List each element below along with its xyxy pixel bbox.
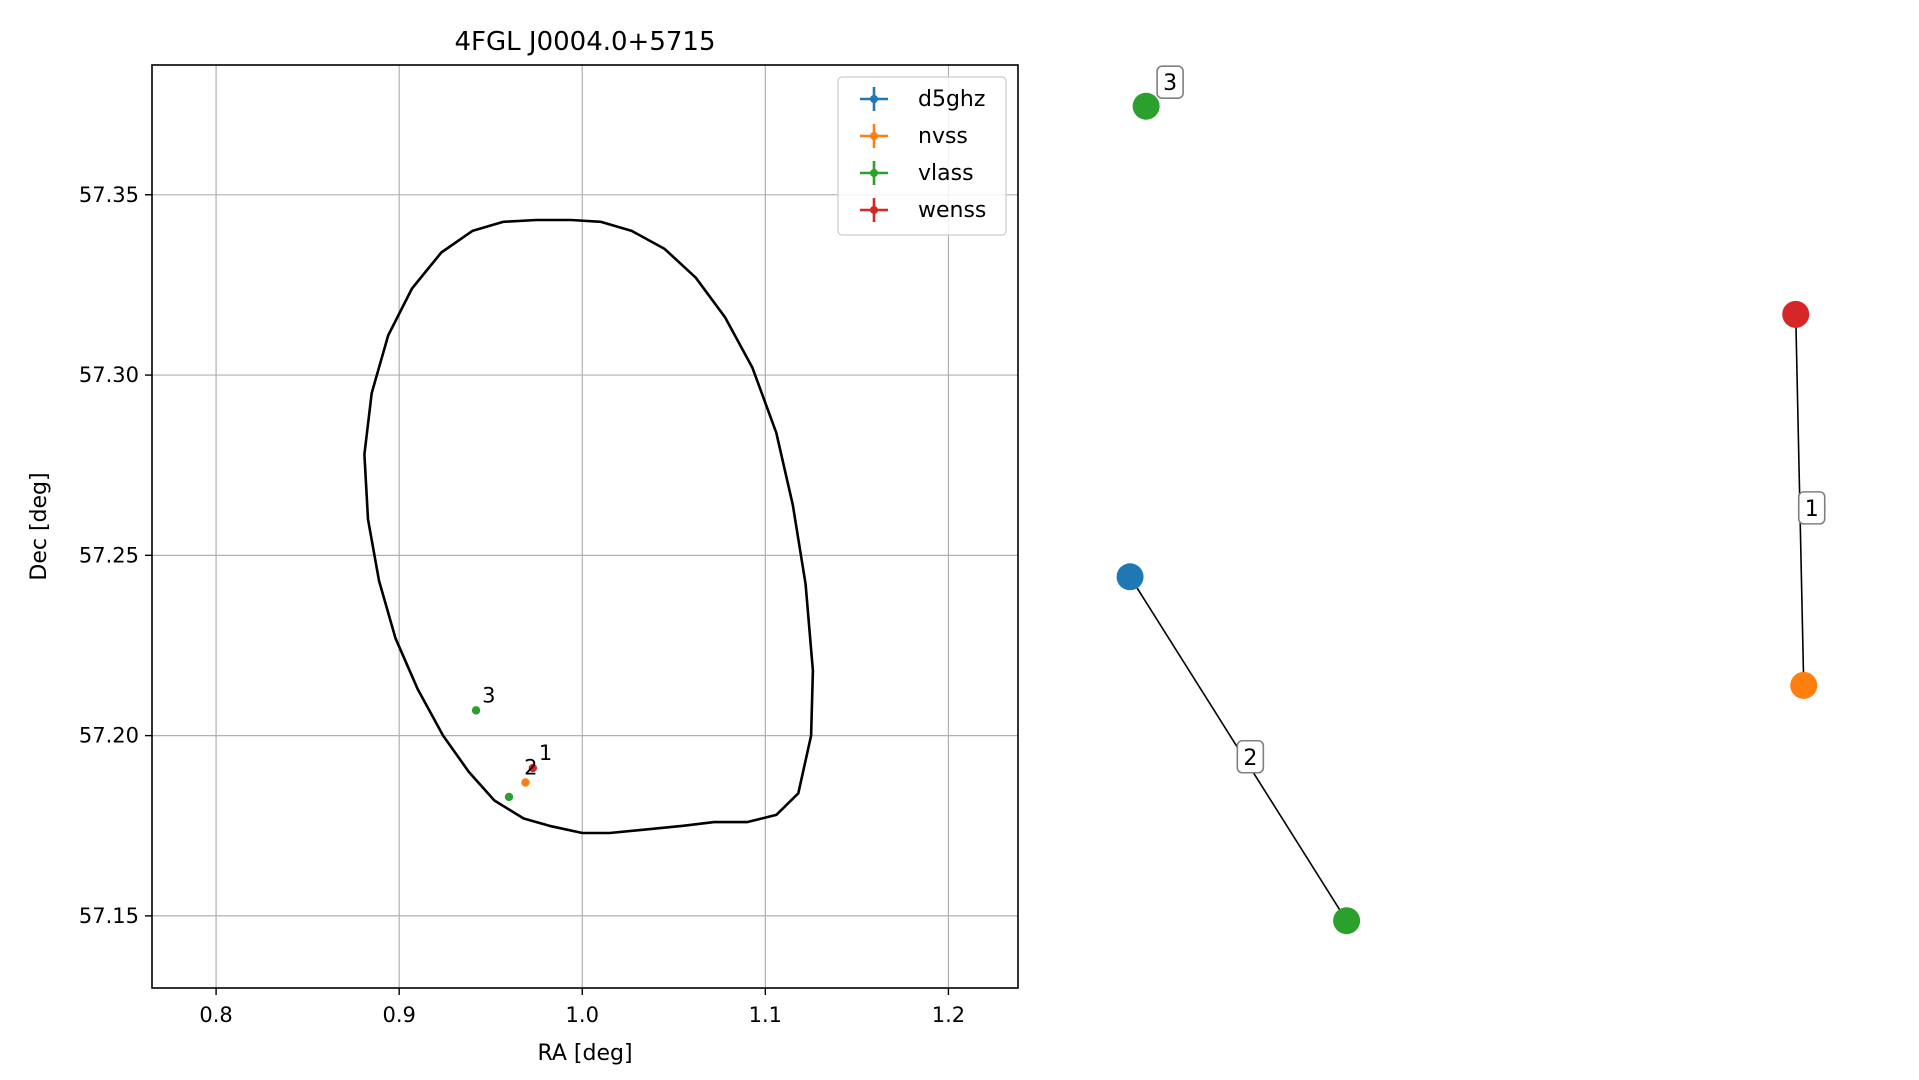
y-tick-label: 57.25 — [79, 543, 139, 567]
chart-title: 4FGL J0004.0+5715 — [455, 27, 716, 57]
data-point-vlass — [471, 706, 481, 715]
edge-label-box — [1797, 491, 1826, 525]
x-tick-label: 1.2 — [932, 1003, 965, 1027]
legend-marker-nvss — [870, 132, 878, 140]
y-tick-label: 57.35 — [79, 183, 139, 207]
legend-marker-wenss — [870, 206, 878, 214]
x-tick-label: 0.8 — [199, 1003, 232, 1027]
legend-marker-d5ghz — [870, 95, 878, 103]
y-tick-label: 57.20 — [79, 724, 139, 748]
x-tick-label: 1.1 — [749, 1003, 782, 1027]
network-graph: 1 2 3 — [1116, 65, 1826, 935]
x-tick-label: 1.0 — [566, 1003, 599, 1027]
graph-node-vlass-a — [1333, 907, 1361, 935]
edge-label-box — [1236, 739, 1265, 774]
graph-node-wenss — [1782, 300, 1810, 328]
data-point-nvss — [521, 778, 530, 787]
graph-node-d5ghz — [1116, 563, 1144, 591]
legend-label-wenss: wenss — [918, 198, 986, 223]
y-axis-label: Dec [deg] — [27, 472, 52, 580]
graph-node-nvss — [1790, 671, 1818, 699]
point-annotation: 1 — [539, 741, 552, 765]
edge-label: 1 — [1805, 497, 1819, 522]
legend-box — [837, 76, 1007, 236]
plot-frame — [151, 64, 1019, 989]
y-tick-label: 57.15 — [79, 904, 139, 928]
x-axis-label: RA [deg] — [537, 1041, 632, 1066]
legend-label-nvss: nvss — [918, 124, 968, 149]
point-annotation: 3 — [482, 683, 495, 707]
legend-label-vlass: vlass — [918, 161, 974, 186]
y-tick-label: 57.30 — [79, 363, 139, 387]
graph-node-vlass-b — [1132, 92, 1160, 120]
legend-marker-vlass — [870, 169, 878, 177]
edge-label: 2 — [1243, 746, 1257, 771]
edge-label-box — [1156, 65, 1184, 99]
edge-label: 3 — [1163, 71, 1177, 96]
legend-label-d5ghz: d5ghz — [918, 87, 985, 112]
x-tick-label: 0.9 — [382, 1003, 415, 1027]
point-annotation: 2 — [524, 755, 537, 779]
position-ellipse — [363, 218, 815, 835]
data-point-vlass — [504, 792, 514, 802]
data-point-wenss — [528, 763, 538, 773]
scatter-chart: 3 12 0.8 0.9 1.0 1.1 1.2 57.15 57.20 57.25 57.30 57… — [27, 27, 1019, 1066]
